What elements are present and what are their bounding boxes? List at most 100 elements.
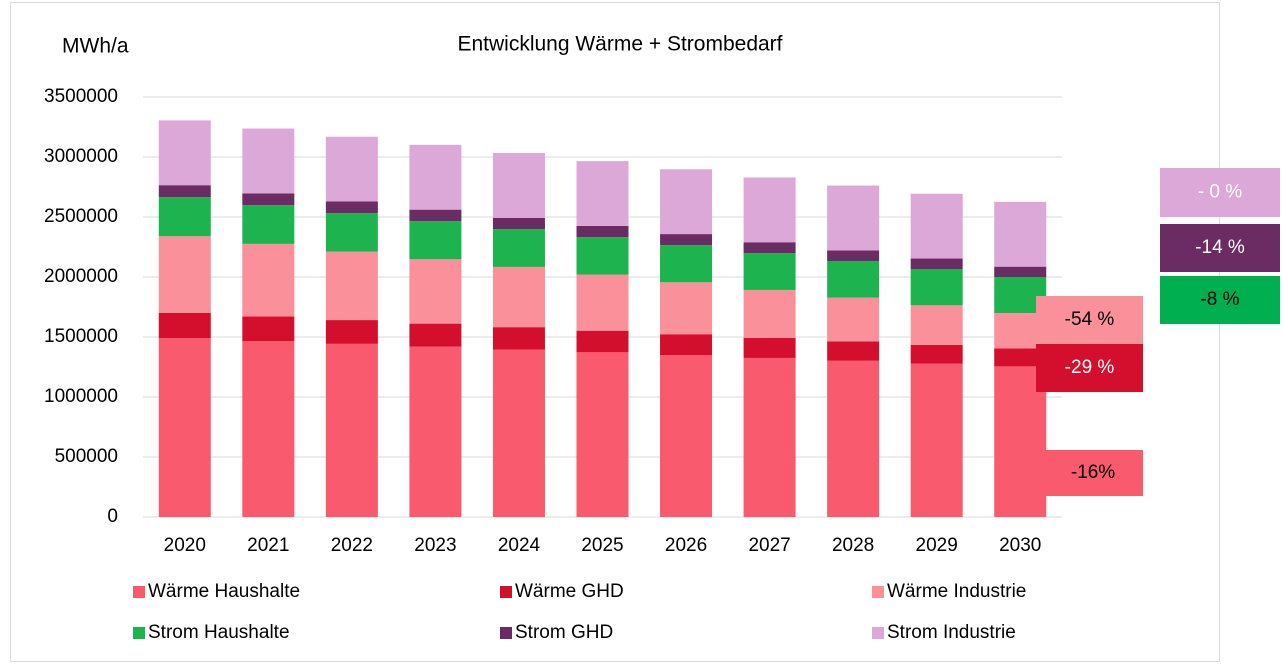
bar-segment — [409, 221, 462, 260]
bar-segment — [409, 144, 462, 210]
annotation-text: -16% — [1071, 462, 1115, 483]
x-tick-label: 2026 — [665, 535, 707, 556]
bar-segment — [158, 338, 211, 517]
legend-label: Strom GHD — [515, 622, 613, 643]
annotation-box — [1160, 168, 1280, 217]
bar-segment — [576, 225, 629, 238]
bar-segment — [743, 242, 796, 254]
bar-segment — [743, 177, 796, 243]
bar-segment — [910, 305, 963, 345]
annotation-box — [1160, 224, 1280, 272]
bar-segment — [827, 261, 880, 298]
bar-segment — [158, 197, 211, 237]
bar-segment — [325, 213, 378, 252]
x-tick-label: 2022 — [331, 535, 373, 556]
legend-label: Wärme Haushalte — [148, 581, 300, 602]
y-tick-label: 1500000 — [44, 326, 118, 347]
bar-segment — [158, 236, 211, 313]
bar-segment — [242, 193, 295, 206]
bar-segment — [660, 334, 713, 356]
bar-segment — [910, 344, 963, 364]
legend-swatch — [872, 586, 884, 598]
bar-segment — [827, 185, 880, 251]
bar-segment — [660, 355, 713, 517]
bar-segment — [910, 269, 963, 306]
bar-segment — [743, 253, 796, 290]
bar-segment — [660, 234, 713, 246]
x-tick-label: 2025 — [581, 535, 623, 556]
bar-segment — [827, 360, 880, 517]
bar-segment — [743, 289, 796, 338]
bar-segment — [242, 316, 295, 342]
bar-segment — [325, 343, 378, 517]
annotation-text: - 0 % — [1198, 182, 1242, 203]
annotation-text: -14 % — [1195, 237, 1245, 258]
legend-label: Wärme Industrie — [887, 581, 1026, 602]
annotation-text: -54 % — [1065, 309, 1115, 330]
bar-segment — [660, 282, 713, 335]
bar-segment — [827, 250, 880, 262]
legend-label: Strom Industrie — [887, 622, 1016, 643]
bar-segment — [409, 323, 462, 347]
bar-segment — [492, 349, 545, 517]
y-tick-label: 2500000 — [44, 206, 118, 227]
annotation-box — [1036, 296, 1143, 344]
legend-label: Wärme GHD — [515, 581, 624, 602]
annotation-text: -29 % — [1065, 357, 1115, 378]
legend-label: Strom Haushalte — [148, 622, 290, 643]
annotation-box — [1160, 276, 1280, 324]
bar-segment — [492, 327, 545, 350]
y-tick-label: 500000 — [55, 446, 118, 467]
bar-segment — [910, 363, 963, 517]
bar-segment — [910, 258, 963, 270]
bar-segment — [409, 259, 462, 324]
x-tick-label: 2021 — [247, 535, 289, 556]
y-axis-label: MWh/a — [62, 35, 129, 58]
x-tick-label: 2027 — [748, 535, 790, 556]
x-tick-label: 2020 — [164, 535, 206, 556]
bar-segment — [158, 120, 211, 186]
y-tick-label: 3500000 — [44, 86, 118, 107]
bar-segment — [409, 346, 462, 517]
x-tick-label: 2023 — [414, 535, 456, 556]
annotation-box — [1036, 344, 1143, 392]
bar-segment — [743, 337, 796, 358]
bar-segment — [576, 237, 629, 275]
annotation-text: -8 % — [1200, 289, 1239, 310]
bar-segment — [242, 205, 295, 244]
bar-segment — [325, 251, 378, 321]
bar-segment — [743, 357, 796, 517]
bar-segment — [827, 297, 880, 342]
bar-segment — [242, 341, 295, 517]
chart-title: Entwicklung Wärme + Strombedarf — [457, 33, 782, 56]
y-tick-label: 1000000 — [44, 386, 118, 407]
bar-segment — [492, 229, 545, 267]
bar-segment — [492, 217, 545, 230]
bar-segment — [409, 209, 462, 222]
bar-segment — [158, 313, 211, 339]
bar-segment — [576, 330, 629, 353]
bar-segment — [576, 161, 629, 226]
bar-segment — [158, 185, 211, 198]
legend-swatch — [500, 586, 512, 598]
y-tick-label: 0 — [107, 506, 118, 527]
legend-swatch — [500, 627, 512, 639]
legend-swatch — [872, 627, 884, 639]
annotation-box — [1043, 450, 1143, 496]
x-tick-label: 2029 — [916, 535, 958, 556]
x-tick-label: 2028 — [832, 535, 874, 556]
x-tick-label: 2030 — [999, 535, 1041, 556]
bar-segment — [660, 169, 713, 235]
bar-segment — [325, 136, 378, 202]
bar-segment — [576, 352, 629, 517]
bar-segment — [242, 243, 295, 317]
bar-segment — [325, 320, 378, 344]
bar-segment — [325, 201, 378, 214]
y-tick-label: 2000000 — [44, 266, 118, 287]
bar-segment — [827, 341, 880, 361]
bar-segment — [242, 128, 295, 194]
legend-swatch — [133, 627, 145, 639]
bar-segment — [576, 274, 629, 331]
bar-segment — [994, 201, 1047, 267]
